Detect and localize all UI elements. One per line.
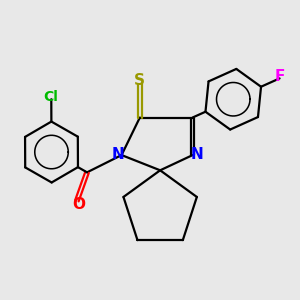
Text: F: F <box>274 69 285 84</box>
Text: Cl: Cl <box>43 90 58 104</box>
Text: O: O <box>72 197 86 212</box>
Text: N: N <box>111 147 124 162</box>
Text: N: N <box>190 147 203 162</box>
Text: S: S <box>134 74 145 88</box>
